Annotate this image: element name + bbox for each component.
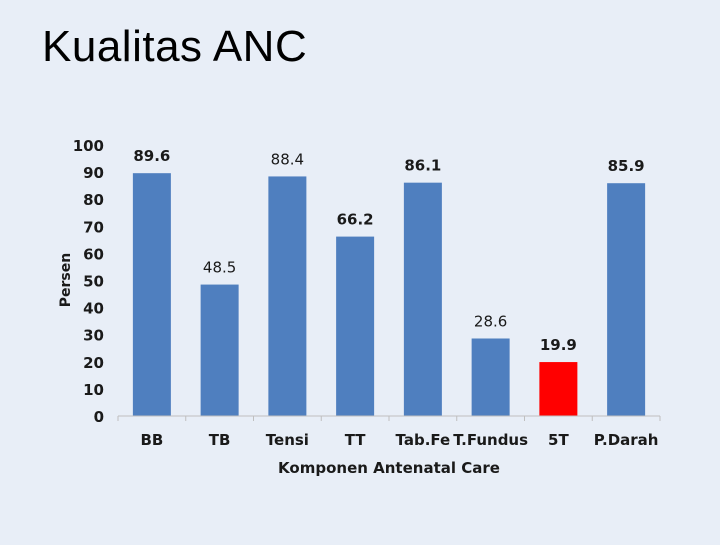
x-tick-label: P.Darah [594,431,659,449]
slide-title: Kualitas ANC [42,22,308,71]
bar-value-label: 88.4 [271,150,304,168]
y-tick-label: 80 [83,191,104,209]
x-tick-label: Tensi [266,431,309,449]
y-tick-label: 100 [73,137,104,155]
bar-tab-fe [403,182,442,416]
x-tick-label: Tab.Fe [396,431,451,449]
x-axis-label: Komponen Antenatal Care [278,459,500,477]
y-tick-label: 30 [83,327,104,345]
y-tick-label: 90 [83,164,104,182]
y-tick-label: 40 [83,300,104,318]
value-labels-group: 89.6 48.5 88.4 66.2 86.1 28.6 19.9 85.9 [133,147,644,354]
bar-tt [336,236,375,416]
x-tick-label: TB [209,431,231,449]
bar-t-fundus [471,338,510,416]
bar-value-label: 19.9 [540,336,577,354]
y-tick-label: 70 [83,218,104,236]
y-tick-label: 20 [83,354,104,372]
bar-value-label: 89.6 [133,147,170,165]
bar-5t [539,362,578,416]
bar-value-label: 48.5 [203,259,236,277]
x-tick-label: TT [345,431,367,449]
bar-p-darah [607,183,646,416]
bar-tensi [268,176,307,416]
bar-value-label: 86.1 [404,157,441,175]
bar-value-label: 66.2 [337,211,374,229]
x-axis-ticks: BB TB Tensi TT Tab.Fe T.Fundus 5T P.Darah [117,416,661,449]
y-tick-label: 0 [94,408,104,426]
bars-group [132,173,646,416]
x-tick-label: 5T [548,431,569,449]
y-axis-label: Persen [58,253,74,307]
y-axis-ticks: 0 10 20 30 40 50 60 70 80 90 100 [73,137,104,426]
bar-bb [132,173,171,416]
y-tick-label: 50 [83,273,104,291]
bar-value-label: 28.6 [474,312,507,330]
bar-value-label: 85.9 [608,157,645,175]
y-tick-label: 10 [83,381,104,399]
x-tick-label: T.Fundus [453,431,528,449]
y-tick-label: 60 [83,245,104,263]
x-tick-label: BB [140,431,163,449]
bar-tb [200,284,239,416]
